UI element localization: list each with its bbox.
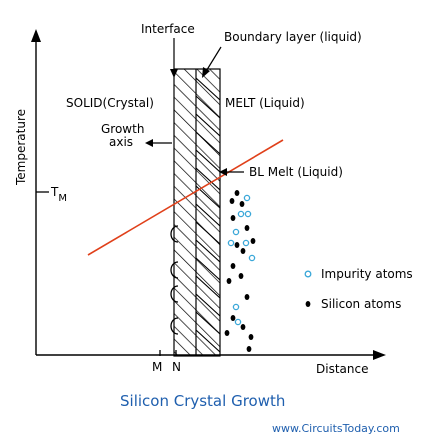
temperature-line (87, 139, 284, 256)
growth-axis-label-line2: axis (109, 135, 133, 149)
n-tick-label: N (172, 360, 181, 374)
melt-liquid-label: MELT (Liquid) (225, 96, 305, 110)
growth-axis-arrow (145, 139, 172, 147)
tm-label: TM (50, 185, 67, 204)
temperature-axis (31, 29, 41, 355)
bl-melt-arrow (219, 168, 244, 176)
silicon-atoms-cluster (224, 190, 256, 352)
boundary-layer-label: Boundary layer (liquid) (224, 30, 362, 44)
growth-axis-label-line1: Growth (101, 122, 144, 136)
distance-axis-label: Distance (316, 362, 368, 376)
silicon-atoms-label: Silicon atoms (321, 297, 401, 311)
temperature-axis-label: Temperature (14, 109, 28, 186)
impurity-atom-legend-icon (304, 270, 312, 278)
interface-label: Interface (141, 22, 195, 36)
impurity-atoms-label: Impurity atoms (321, 267, 413, 281)
boundary-layer-strokes (196, 77, 220, 353)
impurity-atoms-cluster (227, 194, 256, 326)
silicon-atom-legend-icon (305, 301, 311, 307)
diagram-title: Silicon Crystal Growth (120, 392, 285, 410)
solid-crystal-label: SOLID(Crystal) (66, 96, 154, 110)
tm-label-subscript: M (58, 193, 67, 204)
bl-melt-label: BL Melt (Liquid) (249, 165, 343, 179)
boundary-layer-arrow (202, 46, 222, 78)
interface-arrow (170, 38, 178, 78)
m-tick-label: M (152, 360, 162, 374)
crystal-hatched-region (173, 68, 221, 357)
tm-label-main: T (50, 185, 59, 199)
website-credit: www.CircuitsToday.com (272, 422, 400, 435)
crystal-growth-bumps (170, 225, 179, 335)
